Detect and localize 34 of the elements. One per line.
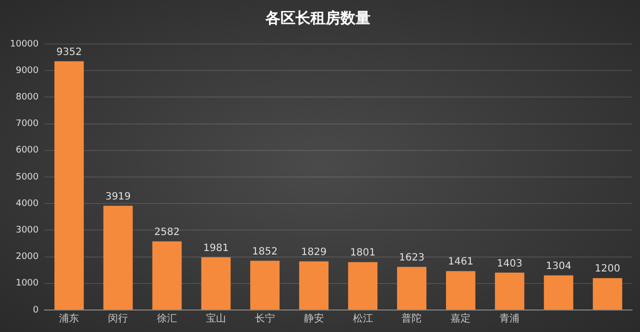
data-label: 1829 [301,246,327,258]
data-label: 1623 [399,252,424,264]
data-label: 1461 [448,256,474,268]
x-tick-label: 浦东 [59,312,80,325]
x-tick-label: 静安 [304,312,324,325]
y-tick-label: 0 [32,305,39,316]
x-tick-label: 徐汇 [157,312,177,325]
y-tick-label: 8000 [16,92,39,103]
y-tick-label: 9000 [16,66,39,76]
data-label: 1801 [350,248,376,259]
x-tick-label: 闵行 [108,312,128,325]
y-tick-label: 3000 [16,226,39,236]
data-label: 1200 [594,264,620,275]
x-tick-label: 嘉定 [450,312,471,325]
data-label: 3919 [105,191,131,202]
chart-title: 各区长租房数量 [264,8,370,27]
y-tick-label: 4000 [16,198,39,209]
y-tick-label: 7000 [16,119,39,130]
data-label: 1981 [203,242,229,254]
y-tick-label: 5000 [16,172,39,182]
x-tick-label: 普陀 [402,312,422,325]
data-label: 1304 [546,260,572,272]
data-label: 2582 [154,226,180,238]
data-label: 1852 [252,246,278,258]
data-label: 1403 [496,258,522,270]
x-tick-label: 青浦 [500,312,520,325]
x-tick-label: 宝山 [206,312,226,325]
x-tick-label: 松江 [352,312,373,325]
y-tick-label: 1000 [16,278,39,289]
y-tick-label: 6000 [16,146,39,156]
x-tick-label: 长宁 [254,312,275,325]
y-tick-label: 10000 [10,39,39,50]
data-label: 9352 [56,46,82,58]
y-tick-label: 2000 [16,252,39,262]
